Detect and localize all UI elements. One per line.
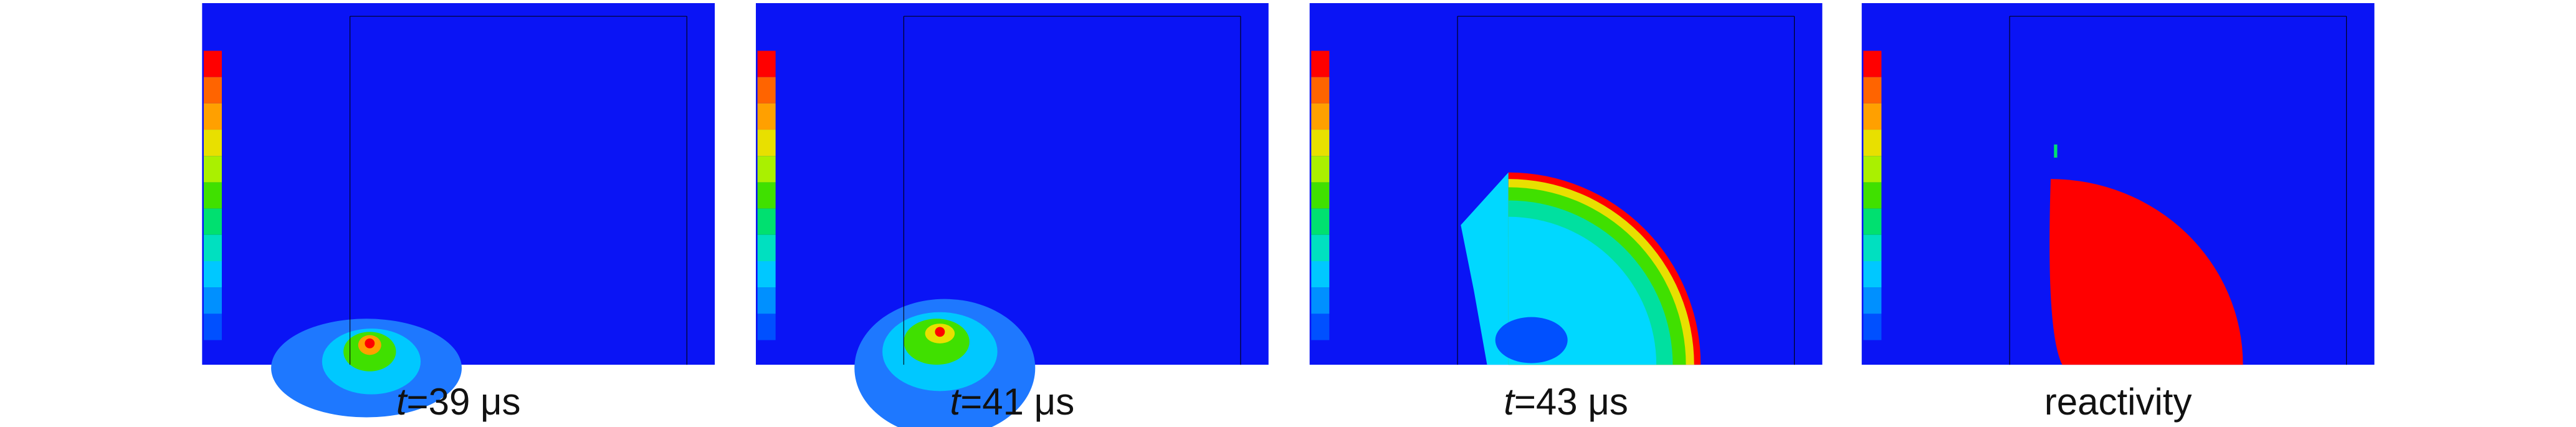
caption: t=43 μs [1504,381,1628,423]
colorbar-swatch [1863,156,1882,183]
colorbar-swatch [1863,208,1882,235]
colorbar-swatch [1311,130,1330,156]
colorbar-swatch [1863,314,1882,340]
colorbar-swatch [203,182,222,209]
colorbar-swatch [757,261,776,288]
caption-value: =43 μs [1514,381,1628,423]
colorbar-swatch [1311,103,1330,130]
colorbar-swatch [203,287,222,314]
colorbar-swatch [757,50,776,77]
caption: t=41 μs [950,381,1075,423]
boundary [2009,16,2347,365]
colorbar-swatch [757,314,776,340]
caption-variable: t [396,381,408,423]
colorbar-swatch [203,208,222,235]
colorbar-swatch [1311,287,1330,314]
field [1495,317,1568,363]
boundary [350,16,687,365]
boundary [1457,16,1795,365]
colorbar-swatch [1311,50,1330,77]
boundary [903,16,1241,365]
caption-value: =39 μs [407,381,521,423]
colorbar-swatch [1863,103,1882,130]
colorbar-swatch [1311,234,1330,262]
panels [202,3,2375,427]
field [1461,172,1509,365]
panel [1309,3,1823,365]
caption-variable: t [950,381,962,423]
panel [1861,3,2375,365]
colorbar-swatch [757,77,776,103]
colorbar-swatch [203,50,222,77]
colorbar-swatch [203,77,222,103]
colorbar-swatch [203,314,222,340]
plot-background [202,3,715,365]
colorbar-swatch [203,261,222,288]
colorbar-swatch [1863,261,1882,288]
colorbar-swatch [757,103,776,130]
plot-background [756,3,1269,365]
colorbar-swatch [1863,50,1882,77]
colorbar-swatch [1311,182,1330,209]
caption-value: =41 μs [960,381,1074,423]
caption-text: reactivity [2044,381,2192,423]
colorbar-swatch [757,130,776,156]
colorbar-swatch [1311,208,1330,235]
colorbar-swatch [1863,234,1882,262]
field [935,327,945,337]
panel [202,3,715,418]
colorbar-swatch [1863,130,1882,156]
colorbar-swatch [1311,261,1330,288]
colorbar-swatch [757,208,776,235]
field [2054,144,2058,158]
panel [756,3,1269,427]
colorbar-swatch [757,287,776,314]
colorbar-swatch [203,234,222,262]
colorbar-swatch [1863,287,1882,314]
field [365,338,375,348]
colorbar-swatch [203,103,222,130]
colorbar-swatch [203,156,222,183]
colorbar-swatch [757,182,776,209]
colorbar-swatch [1311,156,1330,183]
colorbar-swatch [1311,314,1330,340]
caption: t=39 μs [396,381,521,423]
colorbar-swatch [1863,182,1882,209]
colorbar-swatch [1863,77,1882,103]
colorbar-swatch [757,156,776,183]
caption-variable: t [1504,381,1515,423]
colorbar-swatch [757,234,776,262]
colorbar-swatch [203,130,222,156]
field [2049,179,2243,365]
caption: reactivity [2044,381,2192,423]
colorbar-swatch [1311,77,1330,103]
